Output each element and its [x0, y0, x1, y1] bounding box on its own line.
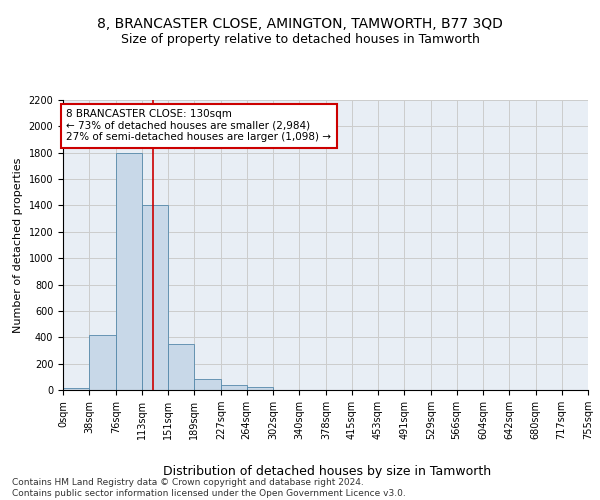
Text: 8 BRANCASTER CLOSE: 130sqm
← 73% of detached houses are smaller (2,984)
27% of s: 8 BRANCASTER CLOSE: 130sqm ← 73% of deta… [67, 109, 331, 142]
Bar [142, 206, 168, 390]
Text: Contains HM Land Registry data © Crown copyright and database right 2024.
Contai: Contains HM Land Registry data © Crown c… [12, 478, 406, 498]
Bar [116, 152, 142, 390]
Bar [63, 388, 89, 390]
Y-axis label: Number of detached properties: Number of detached properties [13, 158, 23, 332]
Text: Distribution of detached houses by size in Tamworth: Distribution of detached houses by size … [163, 464, 491, 477]
Bar [247, 388, 273, 390]
Bar [89, 334, 116, 390]
Text: 8, BRANCASTER CLOSE, AMINGTON, TAMWORTH, B77 3QD: 8, BRANCASTER CLOSE, AMINGTON, TAMWORTH,… [97, 18, 503, 32]
Bar [168, 344, 194, 390]
Text: Size of property relative to detached houses in Tamworth: Size of property relative to detached ho… [121, 32, 479, 46]
Bar [221, 386, 247, 390]
Bar [194, 380, 221, 390]
